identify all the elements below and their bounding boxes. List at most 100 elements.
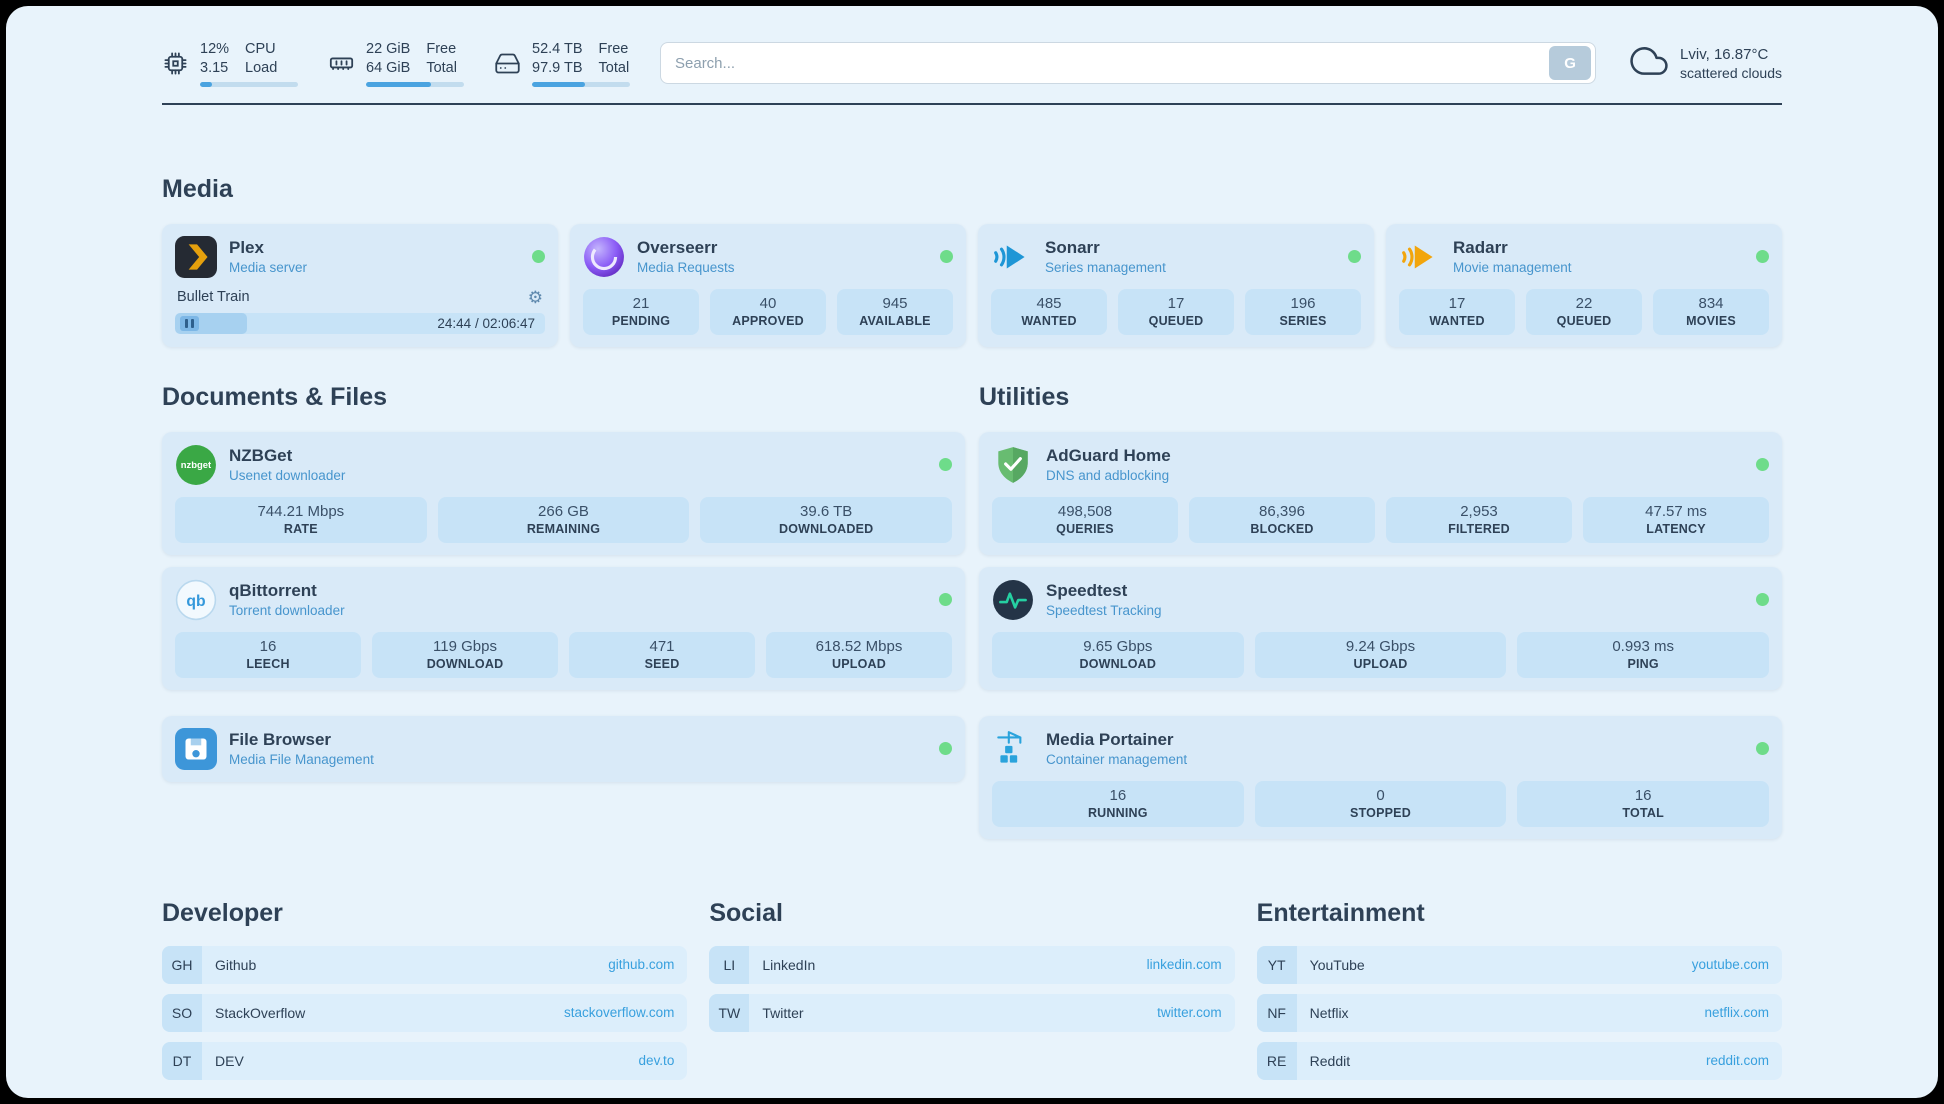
adguard-card: AdGuard Home DNS and adblocking 498,508 … [979, 431, 1782, 555]
filebrowser-icon [175, 727, 217, 770]
radarr-stats: 17 WANTED 22 QUEUED 834 MOVIES [1399, 288, 1769, 335]
stat-value: 485 [1036, 294, 1062, 312]
bookmark-name: DEV [215, 1052, 244, 1069]
stat-label: RUNNING [1087, 805, 1148, 820]
portainer-app-link[interactable]: Media Portainer Container management [992, 728, 1769, 770]
stat-label: APPROVED [732, 313, 804, 328]
weather-location: Lviv, 16.87°C [1680, 45, 1769, 63]
status-online-dot [1756, 458, 1769, 472]
bookmark-group-developer: Developer GH Github github.com SO StackO… [162, 898, 688, 1080]
speedtest-stats: 9.65 Gbps DOWNLOAD 9.24 Gbps UPLOAD 0.99… [992, 631, 1769, 678]
plex-now-playing-widget: Bullet Train ⚙ 24:44 / 02:06:47 [175, 287, 545, 334]
app-name: Plex [229, 237, 264, 257]
memory-total-label: Total [426, 59, 457, 76]
stat-box: 17 WANTED [1399, 288, 1515, 335]
stat-value: 2,953 [1460, 502, 1498, 520]
weather-condition: scattered clouds [1680, 64, 1782, 81]
app-subtitle: Speedtest Tracking [1046, 603, 1162, 619]
storage-total-value: 97.9 TB [532, 59, 583, 76]
app-name: Sonarr [1045, 237, 1100, 257]
memory-free-value: 22 GiB [366, 41, 411, 57]
bookmark-link[interactable]: NF Netflix netflix.com [1256, 993, 1782, 1032]
bookmark-link[interactable]: TW Twitter twitter.com [709, 993, 1235, 1032]
speedtest-app-link[interactable]: Speedtest Speedtest Tracking [992, 579, 1769, 621]
bookmark-name: Twitter [762, 1004, 804, 1021]
developer-section-title: Developer [162, 898, 283, 927]
status-online-dot [939, 593, 952, 607]
portainer-icon [992, 728, 1034, 770]
stat-box: 39.6 TB DOWNLOADED [700, 496, 952, 543]
stat-label: BLOCKED [1250, 521, 1314, 536]
app-name: qBittorrent [229, 580, 317, 600]
sonarr-app-link[interactable]: Sonarr Series management [991, 236, 1361, 278]
app-subtitle: Series management [1045, 260, 1166, 276]
stat-value: 16 [1634, 786, 1652, 804]
stat-value: 16 [1109, 786, 1127, 804]
stat-box: 945 AVAILABLE [837, 288, 953, 335]
stat-value: 47.57 ms [1645, 502, 1707, 520]
gear-icon[interactable]: ⚙ [527, 287, 543, 307]
stat-label: DOWNLOADED [778, 521, 874, 536]
playback-time: 24:44 / 02:06:47 [437, 315, 535, 331]
stat-label: DOWNLOAD [1079, 656, 1157, 671]
bookmark-badge: GH [162, 945, 202, 984]
pause-icon[interactable] [180, 315, 199, 331]
memory-icon [328, 50, 355, 77]
bookmark-badge: LI [709, 945, 750, 984]
app-subtitle: Media File Management [229, 752, 374, 768]
nzbget-stats: 744.21 Mbps RATE 266 GB REMAINING 39.6 T… [175, 496, 952, 543]
status-online-dot [532, 250, 545, 264]
stat-value: 22 [1575, 294, 1593, 312]
stat-label: FILTERED [1448, 521, 1510, 536]
qbittorrent-app-link[interactable]: qb qBittorrent Torrent downloader [175, 579, 952, 621]
utilities-section-title: Utilities [979, 382, 1070, 411]
app-subtitle: DNS and adblocking [1046, 468, 1170, 484]
plex-card: Plex Media server Bullet Train ⚙ [162, 223, 558, 347]
playback-progress-bar[interactable]: 24:44 / 02:06:47 [175, 312, 545, 334]
filebrowser-card: File Browser Media File Management [162, 715, 965, 782]
bookmark-link[interactable]: YT YouTube youtube.com [1256, 945, 1782, 984]
adguard-app-link[interactable]: AdGuard Home DNS and adblocking [992, 444, 1769, 486]
status-online-dot [939, 742, 952, 756]
plex-icon [175, 235, 217, 278]
bookmark-link[interactable]: DT DEV dev.to [162, 1041, 688, 1080]
status-online-dot [1756, 742, 1769, 756]
stat-value: 17 [1448, 294, 1466, 312]
bookmark-link[interactable]: GH Github github.com [162, 945, 688, 984]
bookmark-link[interactable]: SO StackOverflow stackoverflow.com [162, 993, 688, 1032]
cpu-progress-fill [200, 81, 212, 87]
app-name: Overseerr [637, 237, 718, 257]
stat-box: 834 MOVIES [1653, 288, 1769, 335]
search-engine-button[interactable]: G [1549, 46, 1592, 81]
stat-value: 17 [1167, 294, 1185, 312]
stat-label: PENDING [611, 313, 671, 328]
app-name: Speedtest [1046, 580, 1128, 600]
stat-value: 834 [1698, 294, 1724, 312]
overseerr-app-link[interactable]: Overseerr Media Requests [583, 236, 953, 278]
cloud-icon [1630, 42, 1668, 85]
bookmark-badge: RE [1256, 1041, 1297, 1080]
nzbget-app-link[interactable]: nzbget NZBGet Usenet downloader [175, 444, 952, 486]
app-subtitle: Torrent downloader [229, 603, 345, 619]
stat-label: RATE [283, 521, 318, 536]
dashboard-screen: 12% 3.15 CPU Load [6, 6, 1938, 1098]
search-input[interactable] [675, 54, 1550, 72]
stat-label: DOWNLOAD [426, 656, 504, 671]
stat-box: 119 Gbps DOWNLOAD [372, 631, 558, 678]
stat-box: 16 TOTAL [1517, 780, 1769, 827]
stat-label: QUEUED [1148, 313, 1204, 328]
search-bar[interactable]: G [660, 42, 1597, 85]
bookmark-link[interactable]: RE Reddit reddit.com [1256, 1041, 1782, 1080]
memory-progress-bar [366, 81, 464, 87]
stat-value: 498,508 [1057, 502, 1113, 520]
developer-bookmark-list: GH Github github.com SO StackOverflow st… [162, 945, 688, 1080]
plex-app-link[interactable]: Plex Media server [175, 235, 545, 278]
nzbget-icon: nzbget [175, 444, 217, 486]
radarr-app-link[interactable]: Radarr Movie management [1399, 236, 1769, 278]
bookmark-link[interactable]: LI LinkedIn linkedin.com [709, 945, 1235, 984]
filebrowser-app-link[interactable]: File Browser Media File Management [175, 727, 952, 770]
bookmark-name: StackOverflow [215, 1004, 306, 1021]
stat-label: UPLOAD [1353, 656, 1408, 671]
nzbget-card: nzbget NZBGet Usenet downloader [162, 431, 965, 555]
svg-text:nzbget: nzbget [181, 460, 212, 471]
